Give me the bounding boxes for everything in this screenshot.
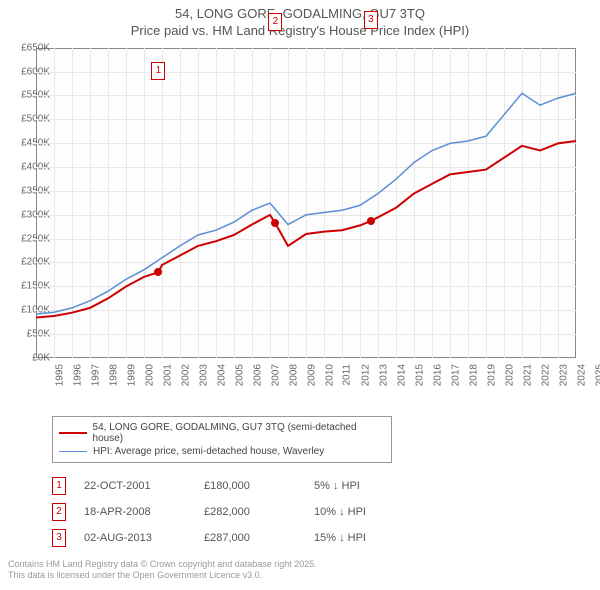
legend-label: 54, LONG GORE, GODALMING, GU7 3TQ (semi-… bbox=[93, 422, 385, 444]
x-tick-label: 2021 bbox=[522, 364, 533, 386]
x-tick-label: 2009 bbox=[306, 364, 317, 386]
marker-dot-3 bbox=[367, 217, 375, 225]
x-tick-label: 1998 bbox=[108, 364, 119, 386]
series-lines bbox=[36, 48, 576, 358]
marker-dot-1 bbox=[154, 268, 162, 276]
marker-box-2: 2 bbox=[268, 13, 282, 31]
x-tick-label: 1996 bbox=[72, 364, 83, 386]
transaction-diff: 15% ↓ HPI bbox=[314, 532, 424, 544]
marker-dot-2 bbox=[271, 219, 279, 227]
x-tick-label: 2018 bbox=[468, 364, 479, 386]
transaction-diff: 10% ↓ HPI bbox=[314, 506, 424, 518]
x-tick-label: 2005 bbox=[234, 364, 245, 386]
x-tick-label: 1997 bbox=[90, 364, 101, 386]
transaction-price: £180,000 bbox=[204, 480, 314, 492]
series-price_paid bbox=[36, 141, 576, 318]
transaction-row: 3 02-AUG-2013£287,00015% ↓ HPI bbox=[52, 525, 592, 551]
transaction-date: 22-OCT-2001 bbox=[84, 480, 204, 492]
x-tick-label: 2008 bbox=[288, 364, 299, 386]
transaction-row: 1 22-OCT-2001£180,0005% ↓ HPI bbox=[52, 473, 592, 499]
x-tick-label: 2015 bbox=[414, 364, 425, 386]
x-tick-label: 2016 bbox=[432, 364, 443, 386]
transactions-table: 1 22-OCT-2001£180,0005% ↓ HPI 2 18-APR-2008… bbox=[52, 473, 592, 551]
x-tick-label: 2017 bbox=[450, 364, 461, 386]
transaction-marker-3: 3 bbox=[52, 529, 66, 547]
title-line-1: 54, LONG GORE, GODALMING, GU7 3TQ bbox=[10, 6, 590, 23]
x-tick-label: 2006 bbox=[252, 364, 263, 386]
transaction-price: £282,000 bbox=[204, 506, 314, 518]
x-tick-label: 2019 bbox=[486, 364, 497, 386]
x-tick-label: 2011 bbox=[342, 364, 353, 386]
x-tick-label: 2022 bbox=[540, 364, 551, 386]
title-line-2: Price paid vs. HM Land Registry's House … bbox=[10, 23, 590, 40]
legend-box: 54, LONG GORE, GODALMING, GU7 3TQ (semi-… bbox=[52, 416, 392, 463]
x-tick-label: 1995 bbox=[54, 364, 65, 386]
legend-swatch bbox=[59, 451, 87, 453]
x-tick-label: 2013 bbox=[378, 364, 389, 386]
x-tick-label: 2010 bbox=[324, 364, 335, 386]
footer-line-2: This data is licensed under the Open Gov… bbox=[8, 570, 317, 582]
x-tick-label: 2014 bbox=[396, 364, 407, 386]
legend-and-transactions: 54, LONG GORE, GODALMING, GU7 3TQ (semi-… bbox=[52, 416, 592, 551]
transaction-row: 2 18-APR-2008£282,00010% ↓ HPI bbox=[52, 499, 592, 525]
x-tick-label: 1999 bbox=[126, 364, 137, 386]
transaction-marker-1: 1 bbox=[52, 477, 66, 495]
chart-container: { "title": { "line1": "54, LONG GORE, GO… bbox=[0, 0, 600, 590]
legend-swatch bbox=[59, 432, 87, 434]
transaction-price: £287,000 bbox=[204, 532, 314, 544]
marker-box-3: 3 bbox=[364, 11, 378, 29]
x-tick-label: 2012 bbox=[360, 364, 371, 386]
legend-label: HPI: Average price, semi-detached house,… bbox=[93, 446, 324, 457]
x-tick-label: 2023 bbox=[558, 364, 569, 386]
x-tick-label: 2001 bbox=[162, 364, 173, 386]
x-tick-label: 2000 bbox=[144, 364, 155, 386]
transaction-marker-2: 2 bbox=[52, 503, 66, 521]
footer-line-1: Contains HM Land Registry data © Crown c… bbox=[8, 559, 317, 571]
legend-item: 54, LONG GORE, GODALMING, GU7 3TQ (semi-… bbox=[59, 421, 385, 445]
x-tick-label: 2002 bbox=[180, 364, 191, 386]
series-hpi bbox=[36, 93, 576, 314]
transaction-diff: 5% ↓ HPI bbox=[314, 480, 424, 492]
chart-title-block: 54, LONG GORE, GODALMING, GU7 3TQ Price … bbox=[0, 0, 600, 44]
chart-plot-area: £0K£50K£100K£150K£200K£250K£300K£350K£40… bbox=[36, 48, 596, 398]
x-tick-label: 2003 bbox=[198, 364, 209, 386]
x-tick-label: 2004 bbox=[216, 364, 227, 386]
footer-attribution: Contains HM Land Registry data © Crown c… bbox=[8, 559, 317, 582]
x-tick-label: 2024 bbox=[576, 364, 587, 386]
transaction-date: 18-APR-2008 bbox=[84, 506, 204, 518]
transaction-date: 02-AUG-2013 bbox=[84, 532, 204, 544]
x-tick-label: 2007 bbox=[270, 364, 281, 386]
marker-box-1: 1 bbox=[151, 62, 165, 80]
legend-item: HPI: Average price, semi-detached house,… bbox=[59, 445, 385, 458]
x-tick-label: 2020 bbox=[504, 364, 515, 386]
x-tick-label: 2025 bbox=[594, 364, 600, 386]
